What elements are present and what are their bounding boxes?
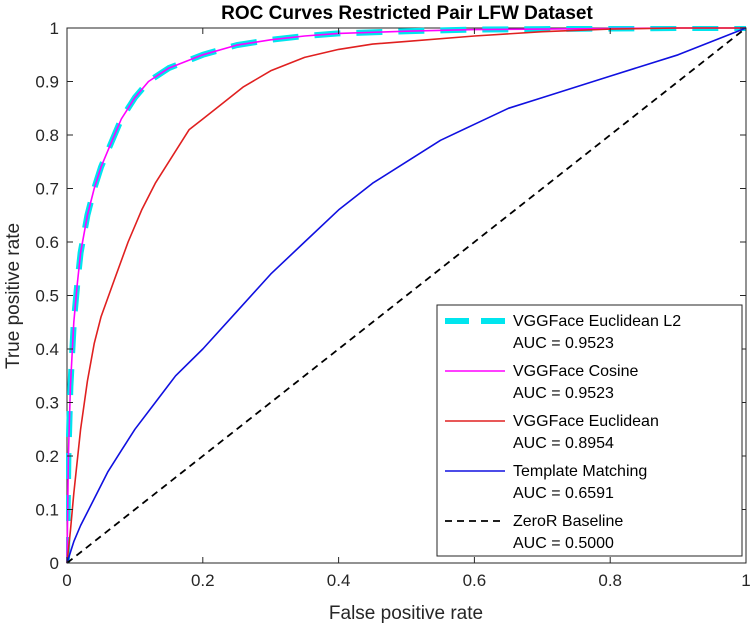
y-tick-label: 0 [50, 554, 59, 573]
y-tick-label: 0.7 [35, 180, 59, 199]
legend-box [436, 304, 743, 557]
legend-name-3: Template Matching [513, 463, 647, 480]
chart-title: ROC Curves Restricted Pair LFW Dataset [221, 3, 593, 24]
x-tick-label: 1 [741, 571, 750, 590]
y-tick-label: 0.5 [35, 287, 59, 306]
y-tick-label: 0.8 [35, 126, 59, 145]
x-tick-label: 0.4 [327, 571, 351, 590]
legend-auc-2: AUC = 0.8954 [513, 435, 614, 452]
y-axis-label: True positive rate [3, 223, 24, 369]
plot-area: 0 0.2 0.4 0.6 0.8 1 0 0.1 0.2 0.3 0.4 0.5 0.6 0.7 0.8 0… [35, 19, 750, 590]
legend-name-4: ZeroR Baseline [513, 513, 623, 530]
legend-auc-3: AUC = 0.6591 [513, 485, 614, 502]
legend-auc-0: AUC = 0.9523 [513, 335, 614, 352]
legend-name-0: VGGFace Euclidean L2 [513, 313, 681, 330]
series-line-3 [66, 27, 747, 564]
y-tick-label: 1 [50, 19, 59, 38]
y-tick-label: 0.9 [35, 73, 59, 92]
legend-auc-1: AUC = 0.9523 [513, 385, 614, 402]
x-axis-label: False positive rate [329, 603, 483, 624]
series-line-2 [66, 27, 746, 564]
legend-name-1: VGGFace Cosine [513, 363, 638, 380]
legend-name-2: VGGFace Euclidean [513, 413, 659, 430]
x-tick-label: 0 [62, 571, 71, 590]
x-tick-label: 0.2 [191, 571, 215, 590]
y-tick-label: 0.2 [35, 447, 59, 466]
x-tick-label: 0.8 [598, 571, 622, 590]
y-tick-label: 0.3 [35, 394, 59, 413]
y-tick-label: 0.1 [35, 501, 59, 520]
legend: VGGFace Euclidean L2 AUC = 0.9523 VGGFace … [436, 304, 743, 557]
y-tick-label: 0.4 [35, 340, 59, 359]
x-tick-label: 0.6 [463, 571, 487, 590]
y-tick-label: 0.6 [35, 233, 59, 252]
tick-layer: 0 0.2 0.4 0.6 0.8 1 0 0.1 0.2 0.3 0.4 0.5 0.6 0.7 0.8 0… [35, 19, 750, 590]
series-line-4 [66, 27, 747, 564]
legend-auc-4: AUC = 0.5000 [513, 535, 614, 552]
